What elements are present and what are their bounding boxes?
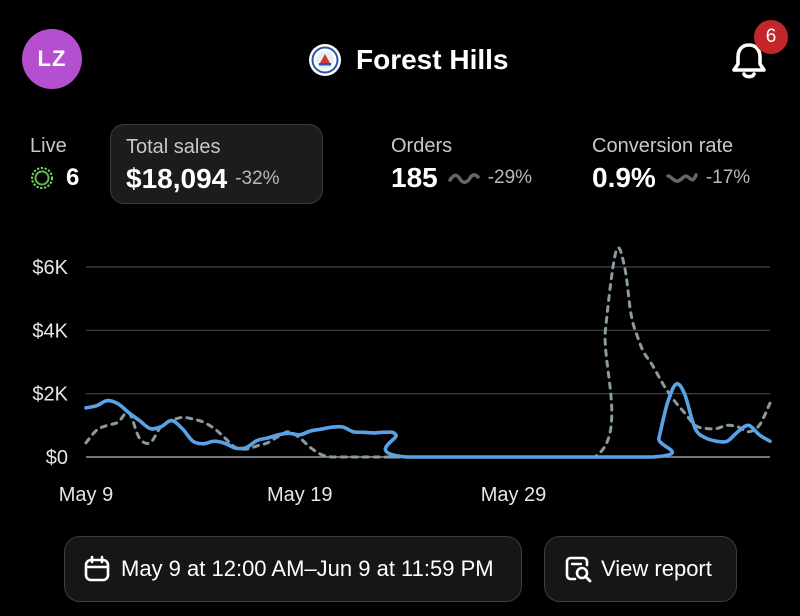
metric-conversion-change: -17% <box>705 167 751 188</box>
calendar-icon <box>84 555 110 582</box>
date-range-label: May 9 at 12:00 AM–Jun 9 at 11:59 PM <box>121 556 494 581</box>
notification-count: 6 <box>765 26 777 47</box>
metric-orders-value: 185 <box>391 162 438 193</box>
metric-orders-label: Orders <box>391 135 453 157</box>
store-selector[interactable]: Forest Hills <box>308 42 508 78</box>
sparkline-icon <box>447 173 480 184</box>
live-pulse-icon <box>31 167 53 189</box>
y-tick-label: $4K <box>32 320 68 342</box>
metric-total-sales[interactable]: Total sales $18,094 -32% <box>110 124 323 204</box>
x-tick-label: May 9 <box>59 484 113 506</box>
metric-live-value: 6 <box>66 164 80 191</box>
x-tick-label: May 29 <box>481 484 547 506</box>
metric-total-sales-label: Total sales <box>126 136 221 158</box>
metric-total-sales-change: -32% <box>235 168 280 189</box>
current-series-line <box>84 382 772 459</box>
metric-conversion-value: 0.9% <box>592 162 656 193</box>
view-report-label: View report <box>601 556 712 581</box>
view-report-button[interactable]: View report <box>544 536 737 602</box>
y-tick-label: $0 <box>46 447 68 469</box>
y-tick-label: $6K <box>32 257 68 279</box>
metric-conversion-rate[interactable]: Conversion rate 0.9% -17% <box>592 135 750 194</box>
report-search-icon <box>565 556 592 583</box>
notification-badge[interactable]: 6 <box>754 20 788 54</box>
bell-icon[interactable] <box>726 38 772 84</box>
metric-conversion-label: Conversion rate <box>592 135 734 157</box>
metric-live[interactable]: Live 6 <box>30 135 79 192</box>
sparkline-icon <box>666 173 698 183</box>
x-tick-label: May 19 <box>267 484 333 506</box>
avatar[interactable]: LZ <box>22 29 82 89</box>
metric-live-label: Live <box>30 135 67 157</box>
avatar-initials: LZ <box>37 46 67 71</box>
date-range-button[interactable]: May 9 at 12:00 AM–Jun 9 at 11:59 PM <box>64 536 522 602</box>
y-tick-label: $2K <box>32 384 68 406</box>
comparison-series-line <box>84 246 772 459</box>
metric-total-sales-value: $18,094 <box>126 163 228 194</box>
sales-chart[interactable]: $0 $2K $4K $6K May 9 May 19 May 29 <box>0 230 800 520</box>
store-logo-icon <box>309 44 341 76</box>
metric-orders[interactable]: Orders 185 -29% <box>391 135 532 194</box>
metric-orders-change: -29% <box>487 167 533 188</box>
store-name: Forest Hills <box>356 44 509 75</box>
